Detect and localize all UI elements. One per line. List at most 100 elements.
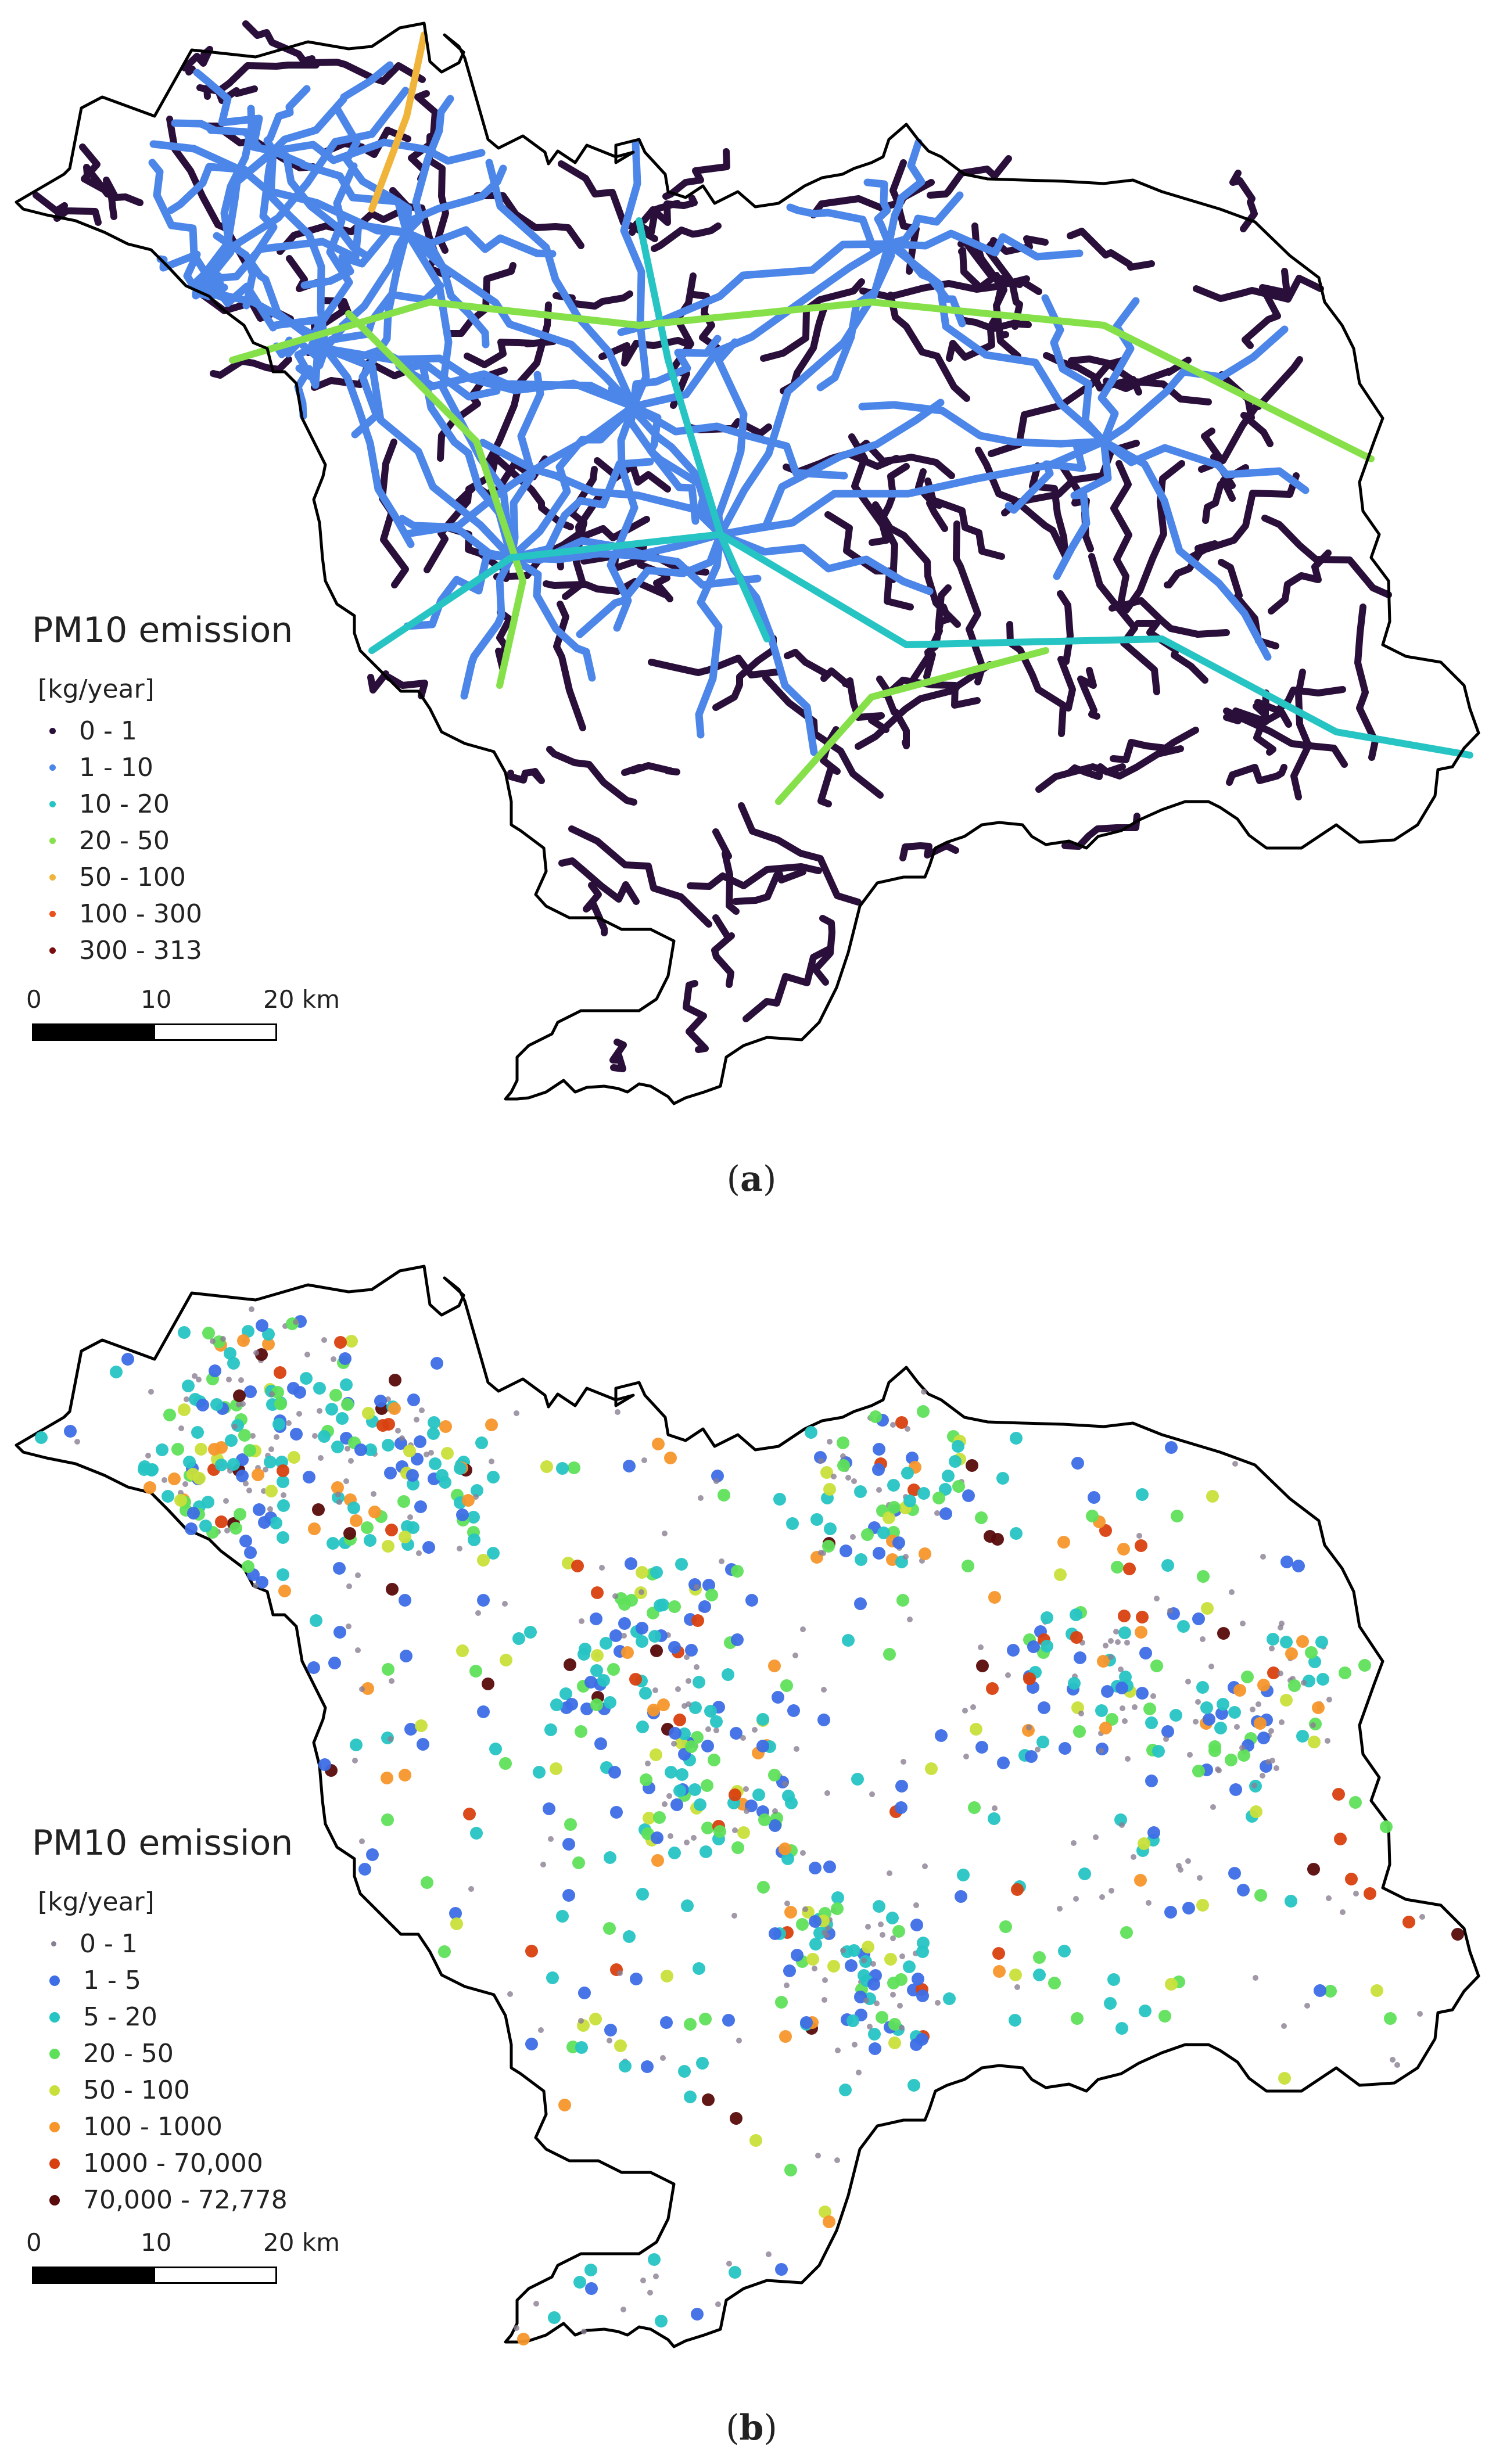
legend-swatch-icon [49, 2158, 60, 2169]
emission-point [308, 1522, 321, 1535]
minor-road-layer [33, 20, 1392, 1072]
emission-point [1057, 1906, 1063, 1912]
emission-point [1115, 2022, 1128, 2035]
emission-point [341, 1398, 354, 1411]
emission-point [475, 1610, 481, 1616]
emission-point [300, 1372, 313, 1385]
legend-swatch-icon [49, 838, 56, 844]
legend-swatch-icon [49, 874, 56, 881]
emission-point [559, 1687, 572, 1700]
emission-point [277, 1531, 289, 1544]
emission-point [340, 1378, 353, 1391]
emission-point [364, 1534, 376, 1547]
emission-point [907, 1617, 913, 1622]
emission-point [1228, 1867, 1241, 1880]
major-road [263, 85, 311, 155]
emission-point [144, 1481, 156, 1494]
emission-point [1118, 1666, 1124, 1672]
emission-point [185, 1522, 198, 1535]
emission-point [1117, 1543, 1130, 1556]
emission-point [1232, 1461, 1238, 1467]
emission-point [328, 1657, 341, 1669]
legend-b: PM10 emission [kg/year] 0 - 1 1 - 5 5 - … [32, 1826, 293, 2218]
emission-point [350, 1514, 363, 1527]
emission-point [700, 1845, 712, 1858]
minor-road [872, 501, 961, 628]
emission-point [577, 1648, 590, 1661]
emission-point [1109, 1888, 1114, 1894]
emission-point [1125, 1756, 1131, 1762]
emission-point [625, 1557, 637, 1570]
emission-point [355, 1647, 361, 1653]
emission-point [988, 1812, 1000, 1825]
emission-point [422, 1541, 435, 1554]
minor-road [464, 338, 557, 368]
emission-point [385, 1524, 398, 1536]
minor-road [1261, 515, 1392, 598]
emission-point [650, 1748, 662, 1761]
emission-point [1345, 1873, 1358, 1885]
emission-point [1197, 1570, 1210, 1583]
emission-point [862, 1941, 874, 1953]
emission-point [514, 1410, 519, 1416]
emission-point [743, 1786, 749, 1792]
major-road [193, 69, 277, 155]
emission-point [533, 1766, 546, 1779]
emission-point [1197, 1875, 1203, 1881]
emission-point [286, 1420, 292, 1426]
emission-point [884, 1953, 897, 1966]
emission-point [962, 1489, 975, 1502]
emission-point [382, 1540, 394, 1553]
legend-label: 0 - 1 [80, 1928, 138, 1959]
emission-point [1285, 1647, 1298, 1660]
emission-point [293, 1386, 306, 1399]
emission-point [1269, 1758, 1275, 1763]
emission-point [921, 1389, 927, 1395]
legend-item: 50 - 100 [32, 859, 293, 896]
emission-point [512, 1632, 525, 1645]
emission-point [1192, 1612, 1205, 1625]
emission-point [368, 1506, 381, 1518]
emission-point [822, 1997, 827, 2003]
emission-point [873, 1900, 885, 1913]
major-road [272, 336, 329, 362]
emission-point [403, 1445, 416, 1457]
major-road [1100, 325, 1289, 446]
emission-point [1035, 1747, 1041, 1752]
emission-point [890, 1422, 896, 1428]
emission-point [685, 1740, 698, 1753]
minor-road [732, 868, 806, 905]
emission-point [1139, 2005, 1152, 2017]
emission-point [414, 1435, 426, 1448]
emission-point [343, 1527, 356, 1540]
emission-point [1167, 1608, 1173, 1614]
minor-road [869, 463, 910, 546]
emission-point [1296, 1635, 1309, 1648]
emission-point [869, 1410, 882, 1423]
emission-point [698, 1495, 704, 1501]
emission-point [1278, 1625, 1283, 1630]
emission-point [267, 1506, 273, 1512]
emission-point [905, 1426, 910, 1432]
emission-point [399, 1769, 411, 1781]
legend-swatch-icon [49, 2048, 60, 2059]
emission-point [1099, 1894, 1105, 1900]
emission-point [1296, 1730, 1309, 1743]
major-road [885, 240, 1108, 446]
emission-point [883, 1648, 896, 1661]
emission-point [851, 1773, 864, 1786]
emission-point [290, 1428, 303, 1441]
emission-point [236, 1470, 249, 1482]
emission-point [110, 1366, 123, 1378]
emission-point [411, 1453, 424, 1466]
minor-road [683, 980, 709, 1053]
major-road [269, 147, 411, 236]
emission-point [331, 1441, 344, 1453]
major-road [629, 240, 893, 411]
major-road [507, 458, 654, 562]
major-road [629, 335, 722, 411]
emission-point [621, 1646, 634, 1659]
emission-point [769, 1819, 781, 1832]
emission-point [399, 1435, 405, 1441]
major-road [716, 240, 893, 538]
